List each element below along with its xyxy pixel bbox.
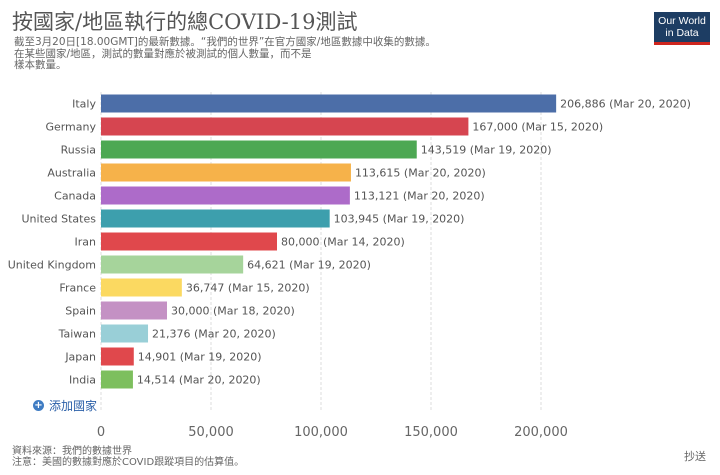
- subtitle-line: 在某些國家/地區，測試的數量對應於被測試的個人數量，而不是: [14, 47, 312, 60]
- subtitle-line: 截至3月20日[18.00GMT]的最新數據。“我們的世界”在官方國家/地區數據…: [14, 36, 436, 48]
- x-tick-label: 100,000: [294, 425, 348, 440]
- bar-taiwan: [101, 324, 149, 343]
- chart-title: 按國家/地區執行的總COVID-19測試: [12, 10, 358, 34]
- value-label: 206,886 (Mar 20, 2020): [560, 98, 691, 111]
- source-note: 資料來源：我們的數據世界: [12, 446, 132, 457]
- bar-united-kingdom: [101, 255, 244, 274]
- chart-footer: 資料來源：我們的數據世界 注意：美國的數據對應於COVID跟蹤項目的估算值。: [12, 446, 244, 468]
- x-tick-label: 150,000: [404, 425, 458, 440]
- x-tick-label: 200,000: [514, 425, 568, 440]
- bar-germany: [101, 117, 469, 136]
- category-label: Germany: [45, 121, 96, 134]
- share-button[interactable]: 抄送: [684, 450, 706, 463]
- bar-russia: [101, 140, 417, 159]
- category-label: Japan: [64, 351, 96, 364]
- category-label: United Kingdom: [8, 259, 96, 272]
- bar-iran: [101, 232, 277, 251]
- bar-united-states: [101, 209, 330, 228]
- logo-line: Our World: [658, 15, 706, 27]
- bars: [101, 94, 557, 389]
- labels: 0 50,000 100,000 150,000 200,000 Italy 206,886…: [8, 98, 691, 441]
- logo-line: in Data: [665, 27, 699, 39]
- our-world-in-data-logo[interactable]: Our World in Data: [654, 12, 710, 45]
- bar-japan: [101, 347, 134, 366]
- bar-france: [101, 278, 182, 297]
- plus-circle-icon: +: [33, 400, 44, 411]
- category-label: Italy: [72, 98, 96, 111]
- category-label: India: [69, 374, 96, 387]
- subtitle-line: 樣本數量。: [14, 59, 67, 71]
- grid-lines: [100, 92, 542, 412]
- value-label: 36,747 (Mar 15, 2020): [186, 282, 310, 295]
- add-country-button[interactable]: + 添加國家: [33, 397, 97, 414]
- data-note: 注意：美國的數據對應於COVID跟蹤項目的估算值。: [12, 457, 245, 468]
- category-label: Australia: [47, 167, 96, 180]
- value-label: 80,000 (Mar 14, 2020): [281, 236, 405, 249]
- category-label: Russia: [61, 144, 96, 157]
- value-label: 103,945 (Mar 19, 2020): [334, 213, 465, 226]
- category-label: Canada: [54, 190, 96, 203]
- value-label: 21,376 (Mar 20, 2020): [152, 328, 276, 341]
- category-label: Iran: [75, 236, 97, 249]
- value-label: 113,121 (Mar 20, 2020): [354, 190, 485, 203]
- category-label: Spain: [65, 305, 96, 318]
- value-label: 30,000 (Mar 18, 2020): [171, 305, 295, 318]
- category-label: United States: [22, 213, 97, 226]
- value-label: 143,519 (Mar 19, 2020): [421, 144, 552, 157]
- add-country-label: 添加國家: [49, 399, 98, 413]
- value-label: 14,901 (Mar 19, 2020): [138, 351, 262, 364]
- bar-canada: [101, 186, 350, 205]
- x-tick-label: 0: [97, 425, 105, 440]
- bar-spain: [101, 301, 167, 320]
- bar-india: [101, 370, 133, 389]
- category-label: France: [59, 282, 96, 295]
- value-label: 113,615 (Mar 20, 2020): [355, 167, 486, 180]
- value-label: 14,514 (Mar 20, 2020): [137, 374, 261, 387]
- chart-subtitle: 截至3月20日[18.00GMT]的最新數據。“我們的世界”在官方國家/地區數據…: [14, 36, 534, 72]
- bar-italy: [101, 94, 557, 113]
- category-label: Taiwan: [58, 328, 96, 341]
- value-label: 167,000 (Mar 15, 2020): [472, 121, 603, 134]
- value-label: 64,621 (Mar 19, 2020): [247, 259, 371, 272]
- bar-australia: [101, 163, 351, 182]
- x-tick-label: 50,000: [188, 425, 234, 440]
